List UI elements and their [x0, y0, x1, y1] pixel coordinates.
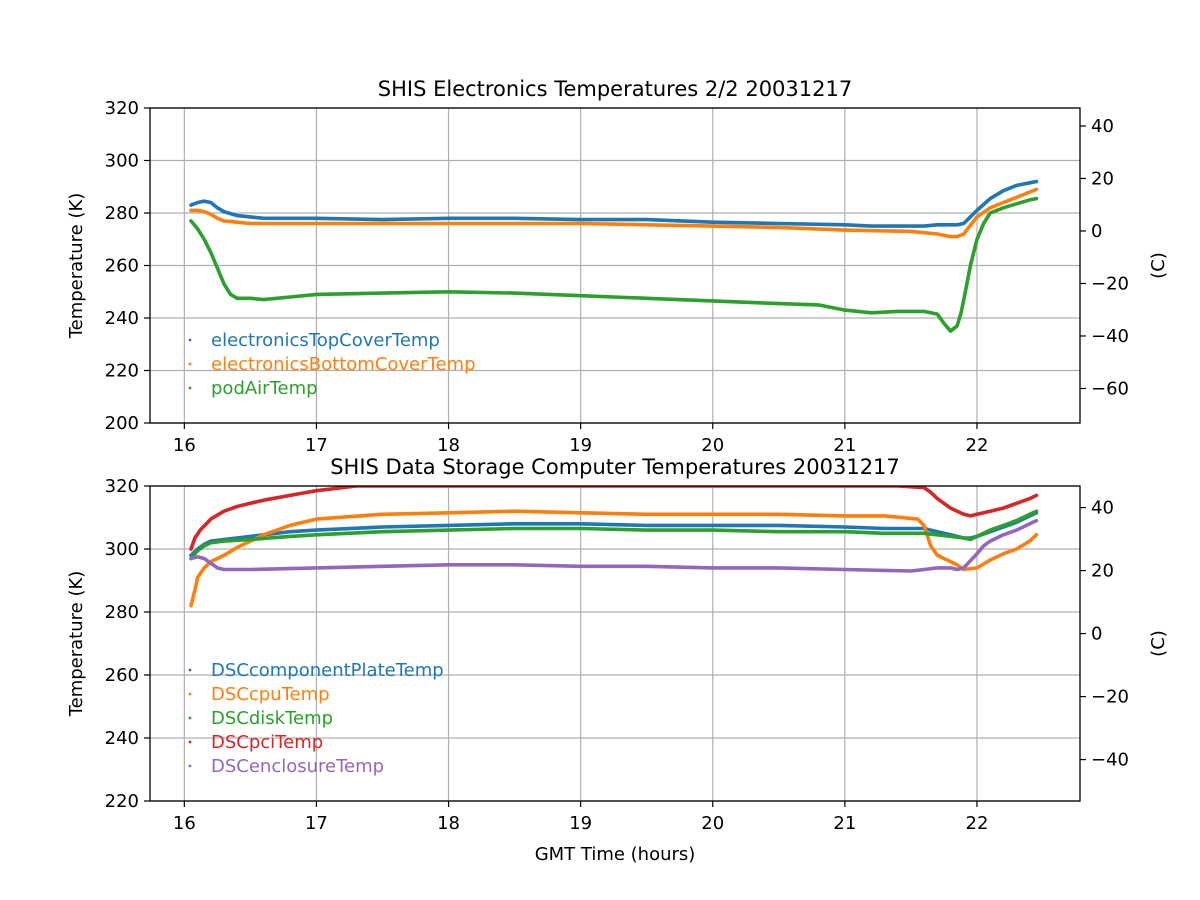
x-tick-label: 21 — [833, 813, 856, 834]
y2-axis-label: (C) — [1148, 630, 1169, 657]
x-tick-label: 22 — [966, 813, 989, 834]
x-tick-label: 17 — [305, 435, 328, 456]
y-tick-label: 200 — [105, 413, 139, 434]
y2-tick-label: 40 — [1091, 498, 1114, 519]
axes: 16 17 18 19 20 21 22 220 240 260 280 300 320 −40 −20 0 2… — [105, 476, 1129, 834]
series-line-electronicsTopCoverTemp — [189, 179, 1039, 228]
x-axis-label: GMT Time (hours) — [535, 844, 696, 865]
y2-tick-label: 40 — [1091, 116, 1114, 137]
legend-label: electronicsTopCoverTemp — [211, 330, 440, 351]
x-tick-label: 20 — [701, 435, 724, 456]
y-tick-label: 260 — [105, 256, 139, 277]
legend: electronicsTopCoverTemp electronicsBottom… — [188, 330, 476, 399]
x-tick-label: 16 — [173, 435, 196, 456]
legend-marker — [188, 338, 192, 342]
data-storage-temperature-panel: SHIS Data Storage Computer Temperatures … — [66, 455, 1169, 865]
legend-marker — [188, 668, 192, 672]
y-axis-label: Temperature (K) — [66, 193, 87, 340]
y2-tick-label: −40 — [1091, 750, 1129, 771]
y2-tick-label: −20 — [1091, 273, 1129, 294]
electronics-temperature-panel: SHIS Electronics Temperatures 2/2 200312… — [66, 77, 1169, 456]
grid-lines — [150, 485, 1080, 802]
y-tick-label: 300 — [105, 539, 139, 560]
legend-label: electronicsBottomCoverTemp — [211, 354, 476, 375]
legend-marker — [188, 362, 192, 366]
y-tick-label: 320 — [105, 98, 139, 119]
plot-series — [189, 486, 1039, 608]
y-tick-label: 240 — [105, 308, 139, 329]
legend: DSCcomponentPlateTemp DSCcpuTemp DSCdiskTe… — [188, 660, 444, 777]
y-tick-label: 280 — [105, 602, 139, 623]
legend-label: DSCcomponentPlateTemp — [211, 660, 444, 681]
y-tick-label: 260 — [105, 665, 139, 686]
legend-marker — [188, 386, 192, 390]
series-line-electronicsBottomCoverTemp — [189, 187, 1039, 239]
x-tick-label: 16 — [173, 813, 196, 834]
y2-tick-label: −20 — [1091, 687, 1129, 708]
y-tick-label: 300 — [105, 151, 139, 172]
x-tick-label: 19 — [569, 813, 592, 834]
series-line-DSCdiskTemp — [189, 509, 1039, 561]
x-tick-label: 18 — [437, 435, 460, 456]
x-tick-label: 19 — [569, 435, 592, 456]
y2-tick-label: −60 — [1091, 378, 1129, 399]
y2-tick-label: 0 — [1091, 221, 1102, 242]
chart-title: SHIS Electronics Temperatures 2/2 200312… — [378, 77, 852, 101]
legend-label: DSCdiskTemp — [211, 708, 333, 729]
axes: 16 17 18 19 20 21 22200220240260280300320−60−4… — [105, 98, 1129, 456]
legend-label: DSCcpuTemp — [211, 684, 330, 705]
legend-marker — [188, 716, 192, 720]
legend-label: DSCpciTemp — [211, 732, 323, 753]
legend-label: podAirTemp — [211, 378, 318, 399]
chart-title: SHIS Data Storage Computer Temperatures … — [330, 455, 900, 479]
legend-label: DSCenclosureTemp — [211, 756, 384, 777]
legend-marker — [188, 740, 192, 744]
y2-tick-label: 20 — [1091, 561, 1114, 582]
y-tick-label: 220 — [105, 791, 139, 812]
y-tick-label: 220 — [105, 361, 139, 382]
y-tick-label: 240 — [105, 728, 139, 749]
y2-tick-label: 20 — [1091, 168, 1114, 189]
series-line-DSCpciTemp — [189, 486, 1039, 551]
y-tick-label: 320 — [105, 476, 139, 497]
series-line-DSCenclosureTemp — [189, 518, 1039, 573]
x-tick-label: 18 — [437, 813, 460, 834]
y-axis-label: Temperature (K) — [66, 571, 87, 718]
legend-marker — [188, 764, 192, 768]
series-line-DSCcpuTemp — [189, 509, 1039, 608]
x-tick-label: 17 — [305, 813, 328, 834]
x-tick-label: 22 — [966, 435, 989, 456]
y-tick-label: 280 — [105, 203, 139, 224]
x-tick-label: 20 — [701, 813, 724, 834]
y2-axis-label: (C) — [1148, 252, 1169, 279]
plot-frame — [149, 485, 1081, 802]
plot-series — [189, 179, 1039, 333]
series-line-podAirTemp — [189, 196, 1039, 333]
legend-marker — [188, 692, 192, 696]
y2-tick-label: −40 — [1091, 326, 1129, 347]
x-tick-label: 21 — [833, 435, 856, 456]
y2-tick-label: 0 — [1091, 624, 1102, 645]
